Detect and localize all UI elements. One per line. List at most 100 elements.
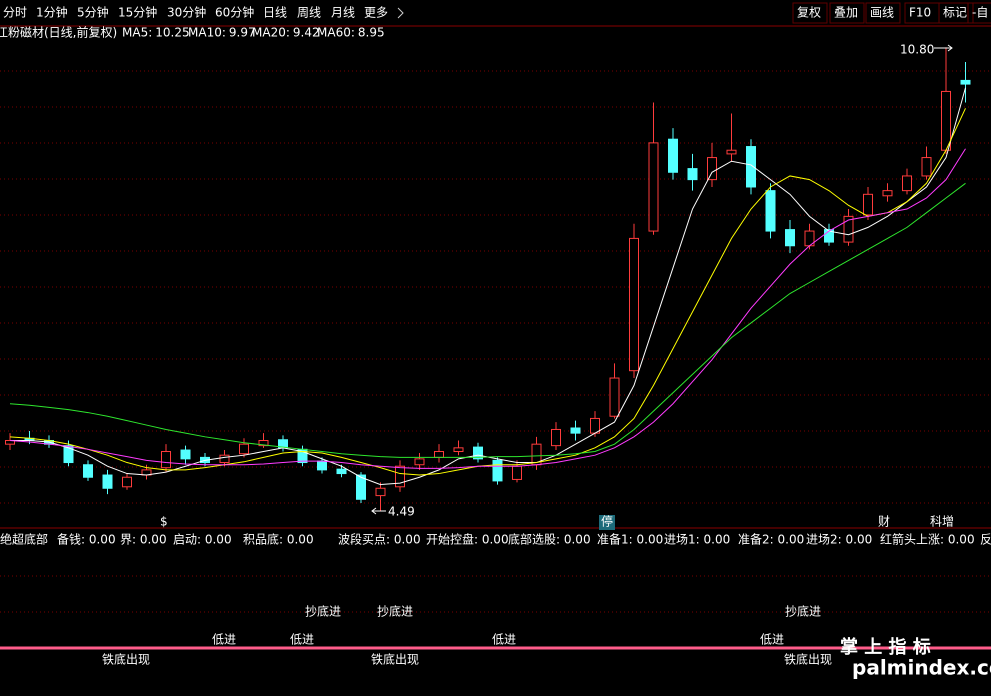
candle-body	[609, 377, 620, 417]
tool-button-frame	[829, 2, 865, 24]
candle-body	[551, 428, 561, 447]
candle-body	[83, 464, 93, 478]
tool-button[interactable]: 复权	[797, 6, 821, 20]
legend-name: MA20:	[252, 26, 290, 40]
candle-body	[395, 465, 405, 488]
period-tab[interactable]: 周线	[297, 6, 321, 20]
period-tab[interactable]: 更多	[364, 6, 388, 20]
tool-button-frame	[865, 2, 901, 24]
ma-line	[9, 182, 966, 458]
candle-body	[473, 446, 483, 460]
indicator-value: 界: 0.00	[120, 533, 167, 547]
period-tab[interactable]: 分时	[3, 6, 27, 20]
signal-label: 铁底出现	[102, 652, 150, 667]
low-label: 4.49	[388, 505, 415, 519]
candle-body	[687, 168, 698, 181]
signal-label: 低进	[492, 633, 516, 647]
candle-body	[356, 474, 366, 500]
indicator-value: 开始控盘: 0.00	[426, 532, 509, 547]
tool-button-frame	[938, 2, 974, 24]
marker: $	[160, 515, 168, 529]
more-chevron	[397, 7, 404, 19]
candle-body	[785, 229, 795, 247]
marker: 停	[601, 514, 613, 529]
tool-button[interactable]: -自	[972, 6, 988, 20]
candle-body	[824, 229, 834, 243]
candle-body	[375, 487, 386, 497]
indicator-title: 绝超底部	[0, 532, 48, 547]
candle-body	[512, 465, 522, 480]
candle-body	[492, 459, 503, 482]
ma-line	[9, 108, 966, 476]
watermark: 掌 上 指 标	[840, 636, 931, 658]
tool-button[interactable]: F10	[909, 6, 931, 20]
candle-body	[941, 90, 951, 151]
marker: 财	[878, 515, 890, 529]
candle-body	[648, 142, 659, 232]
legend-value: 10.25	[155, 26, 189, 40]
indicator-value: 底部选股: 0.00	[508, 532, 591, 547]
period-tab[interactable]: 30分钟	[167, 5, 206, 20]
candle-body	[668, 138, 678, 173]
candle-body	[921, 157, 932, 177]
signal-label: 抄底进	[305, 604, 341, 619]
tool-button[interactable]: 画线	[870, 6, 894, 20]
chart-title: 江粉磁材(日线,前复权)	[0, 25, 117, 40]
indicator-value: 反	[980, 533, 991, 547]
signal-label: 低进	[760, 633, 784, 647]
indicator-value: 红箭头上涨: 0.00	[880, 532, 975, 547]
high-arrow	[934, 44, 953, 52]
candle-body	[570, 427, 581, 434]
legend-name: MA10:	[188, 26, 226, 40]
candle-body	[63, 445, 74, 464]
signal-label: 铁底出现	[371, 652, 419, 667]
ma-line	[10, 87, 966, 486]
legend-name: MA60:	[317, 26, 355, 40]
candle-body	[843, 215, 854, 243]
candle-body	[239, 443, 249, 455]
candle-body	[219, 454, 230, 464]
signal-label: 铁底出现	[784, 652, 832, 667]
legend-value: 9.97	[229, 26, 256, 40]
candle-body	[317, 460, 327, 471]
tool-button[interactable]: 标记	[943, 6, 967, 20]
candle-body	[414, 458, 425, 466]
tool-button[interactable]: 叠加	[834, 6, 858, 20]
period-tab[interactable]: 1分钟	[36, 5, 68, 20]
low-arrow	[371, 507, 386, 515]
legend-value: 9.42	[293, 26, 320, 40]
tool-button-frame	[792, 2, 828, 24]
period-tab[interactable]: 日线	[263, 6, 287, 20]
candle-body	[629, 237, 639, 372]
indicator-value: 备钱: 0.00	[57, 532, 116, 547]
signal-label: 抄底进	[377, 604, 413, 619]
period-tab[interactable]: 5分钟	[77, 5, 109, 20]
candle-body	[434, 451, 444, 458]
candle-body	[863, 193, 873, 216]
candle-body	[336, 468, 347, 475]
candle-body	[882, 190, 893, 197]
ma-line	[9, 148, 966, 469]
indicator-value: 启动: 0.00	[173, 533, 232, 547]
marker: 科增	[930, 515, 954, 529]
candle-body	[453, 447, 464, 453]
period-tab[interactable]: 15分钟	[118, 5, 157, 20]
candle-body	[746, 146, 756, 188]
indicator-value: 积品底: 0.00	[243, 532, 314, 547]
signal-label: 低进	[290, 633, 314, 647]
candle-body	[122, 476, 132, 488]
marker-box	[599, 515, 615, 530]
high-label: 10.80	[900, 43, 934, 57]
legend-value: 8.95	[358, 26, 385, 40]
signal-label: 抄底进	[785, 604, 821, 619]
period-tab[interactable]: 月线	[331, 6, 355, 20]
tool-button-frame	[967, 2, 991, 24]
candle-body	[180, 449, 191, 460]
indicator-value: 进场2: 0.00	[806, 533, 872, 547]
period-tab[interactable]: 60分钟	[215, 5, 254, 20]
candle-body	[161, 451, 171, 469]
indicator-value: 波段买点: 0.00	[338, 532, 421, 547]
indicator-value: 准备1: 0.00	[597, 533, 663, 547]
candle-body	[765, 190, 776, 232]
candle-body	[960, 79, 971, 85]
